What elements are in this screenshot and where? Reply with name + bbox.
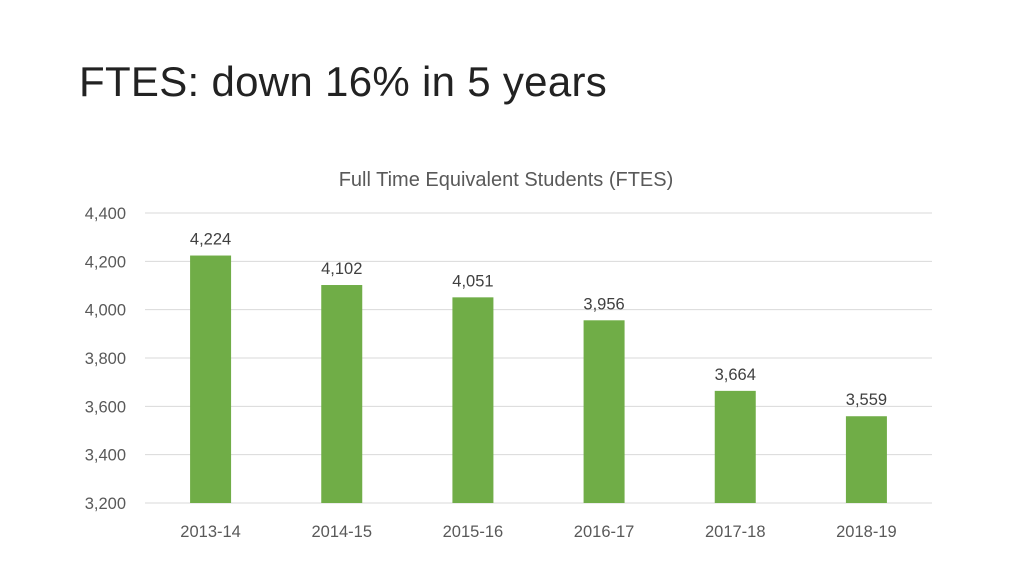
gridlines: [145, 212, 932, 504]
x-tick-label: 2016-17: [574, 523, 635, 541]
y-tick-label: 4,200: [85, 253, 126, 271]
y-tick-label: 3,200: [85, 495, 126, 513]
x-tick-label: 2017-18: [705, 523, 766, 541]
y-tick-label: 4,000: [85, 302, 126, 320]
data-label: 3,664: [715, 366, 756, 384]
y-tick-label: 3,400: [85, 447, 126, 465]
y-axis: 3,200 3,400 3,600 3,800 4,000 4,200 4,400: [85, 205, 126, 513]
bars: [190, 255, 887, 503]
x-tick-label: 2018-19: [836, 523, 897, 541]
slide-title: FTES: down 16% in 5 years: [79, 58, 608, 105]
bar: [714, 390, 756, 503]
data-label: 4,224: [190, 231, 231, 249]
bar: [845, 416, 887, 503]
x-tick-label: 2013-14: [180, 523, 241, 541]
data-labels: 4,224 4,102 4,051 3,956 3,664 3,559: [190, 231, 887, 410]
bar: [321, 285, 363, 503]
x-axis: 2013-14 2014-15 2015-16 2016-17 2017-18 2018-…: [180, 523, 896, 541]
chart-title: Full Time Equivalent Students (FTES): [339, 169, 674, 191]
bar: [190, 255, 232, 503]
data-label: 4,102: [321, 260, 362, 278]
bar: [452, 297, 494, 503]
y-tick-label: 4,400: [85, 205, 126, 223]
y-tick-label: 3,800: [85, 350, 126, 368]
data-label: 3,559: [846, 391, 887, 409]
data-label: 3,956: [583, 295, 624, 313]
bar: [583, 320, 625, 503]
x-tick-label: 2014-15: [311, 523, 372, 541]
data-label: 4,051: [452, 272, 493, 290]
y-tick-label: 3,600: [85, 398, 126, 416]
x-tick-label: 2015-16: [443, 523, 504, 541]
